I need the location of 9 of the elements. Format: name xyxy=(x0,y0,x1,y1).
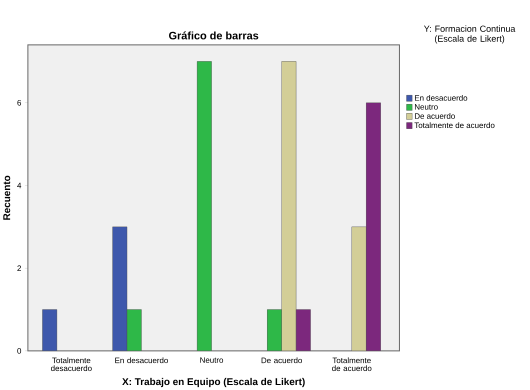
chart-title: Gráfico de barras xyxy=(169,31,258,40)
bar xyxy=(112,226,128,351)
bar xyxy=(42,309,58,351)
bar xyxy=(196,61,212,351)
y-axis-title: Recuento xyxy=(3,176,10,220)
bar xyxy=(296,309,311,351)
legend-title: Y: Formacion Continua (Escala de Likert) xyxy=(424,25,516,44)
bar xyxy=(366,102,381,351)
x-axis-title: X: Trabajo en Equipo (Escala de Likert) xyxy=(122,378,305,387)
